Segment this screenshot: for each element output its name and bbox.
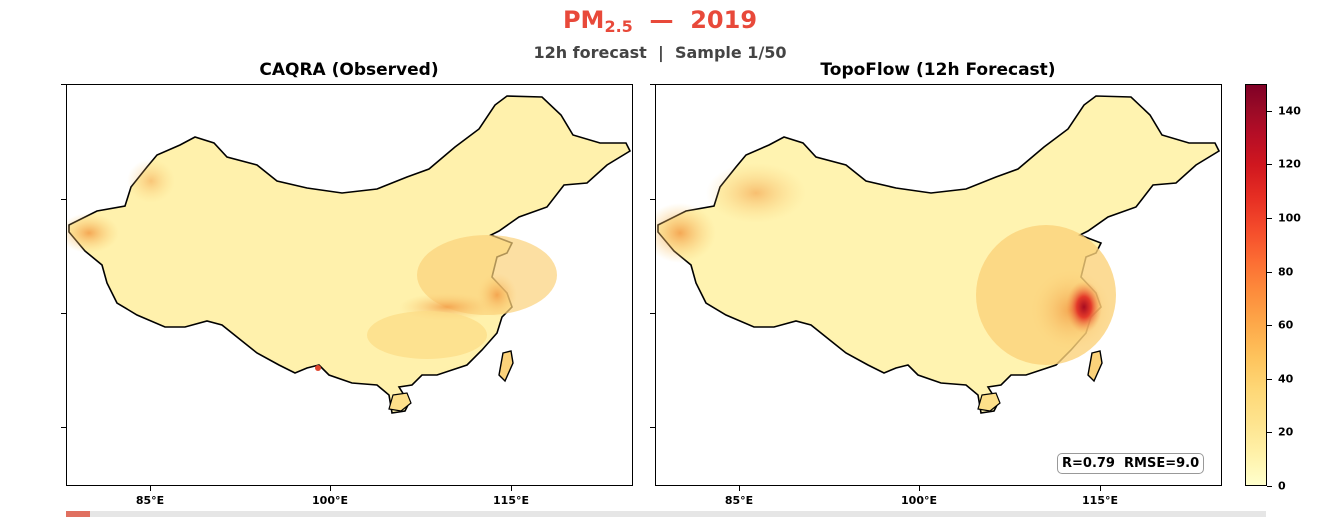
x-tick-mark-r1 <box>739 486 740 491</box>
colorbar-tick-20: 20 <box>1278 425 1294 439</box>
x-tick-label-100-left: 100°E <box>312 494 348 507</box>
x-tick-label-115-left: 115°E <box>493 494 529 507</box>
map-panel-forecast: R=0.79 RMSE=9.0 <box>655 84 1222 486</box>
x-tick-mark-r2 <box>919 486 920 491</box>
cbar-tickmark-0 <box>1267 486 1272 487</box>
hotspot-east-forecast <box>1066 281 1102 333</box>
colorbar-tick-120: 120 <box>1278 157 1301 171</box>
colorbar-tick-100: 100 <box>1278 211 1301 225</box>
region-east-observed <box>477 273 517 317</box>
cbar-tickmark-100 <box>1267 218 1272 219</box>
china-map-observed <box>67 95 632 414</box>
x-tick-label-85-left: 85°E <box>135 494 165 507</box>
x-tick-mark-l1 <box>150 486 151 491</box>
cbar-tickmark-20 <box>1267 432 1272 433</box>
cbar-tickmark-60 <box>1267 325 1272 326</box>
region-nw-forecast <box>706 163 806 223</box>
x-tick-mark-r3 <box>1100 486 1101 491</box>
x-tick-mark-l2 <box>330 486 331 491</box>
progress-track <box>66 511 1266 517</box>
y-tick-r4 <box>650 427 655 428</box>
colorbar <box>1245 84 1267 486</box>
figure-title: PM2.5 — 2019 <box>0 6 1320 36</box>
cbar-tickmark-120 <box>1267 164 1272 165</box>
y-tick-1 <box>61 84 66 85</box>
stats-box: R=0.79 RMSE=9.0 <box>1057 453 1205 474</box>
y-tick-r1 <box>650 84 655 85</box>
x-tick-label-115-right: 115°E <box>1082 494 1118 507</box>
figure-subtitle: 12h forecast | Sample 1/50 <box>533 43 787 62</box>
x-tick-mark-l3 <box>511 486 512 491</box>
y-tick-r3 <box>650 313 655 314</box>
x-tick-label-100-right: 100°E <box>901 494 937 507</box>
y-tick-2 <box>61 199 66 200</box>
china-land-forecast <box>657 95 1221 414</box>
cbar-tickmark-40 <box>1267 379 1272 380</box>
hainan-forecast <box>977 392 1001 412</box>
region-west-forecast <box>656 203 716 263</box>
hotspot-southwest-observed <box>315 365 321 371</box>
colorbar-tick-60: 60 <box>1278 318 1294 332</box>
taiwan-observed <box>498 350 514 383</box>
title-year: — 2019 <box>632 6 758 34</box>
region-nw-observed <box>127 159 175 203</box>
panel-title-forecast: TopoFlow (12h Forecast) <box>820 60 1056 80</box>
y-tick-3 <box>61 313 66 314</box>
china-map-forecast <box>656 95 1221 414</box>
colorbar-tick-80: 80 <box>1278 265 1294 279</box>
cbar-tickmark-80 <box>1267 272 1272 273</box>
title-main: PM <box>562 6 605 34</box>
colorbar-tick-140: 140 <box>1278 104 1301 118</box>
title-subscript: 2.5 <box>604 17 633 36</box>
y-tick-4 <box>61 427 66 428</box>
colorbar-tick-40: 40 <box>1278 372 1294 386</box>
cbar-tickmark-140 <box>1267 111 1272 112</box>
x-tick-label-85-right: 85°E <box>724 494 754 507</box>
hainan-observed <box>388 392 412 412</box>
taiwan-forecast <box>1087 350 1103 383</box>
colorbar-tick-0: 0 <box>1278 479 1286 493</box>
panel-title-observed: CAQRA (Observed) <box>259 60 439 80</box>
progress-fill <box>66 511 90 517</box>
region-south-observed <box>367 311 487 359</box>
y-tick-r2 <box>650 199 655 200</box>
region-west-observed <box>67 213 119 253</box>
map-panel-observed <box>66 84 633 486</box>
